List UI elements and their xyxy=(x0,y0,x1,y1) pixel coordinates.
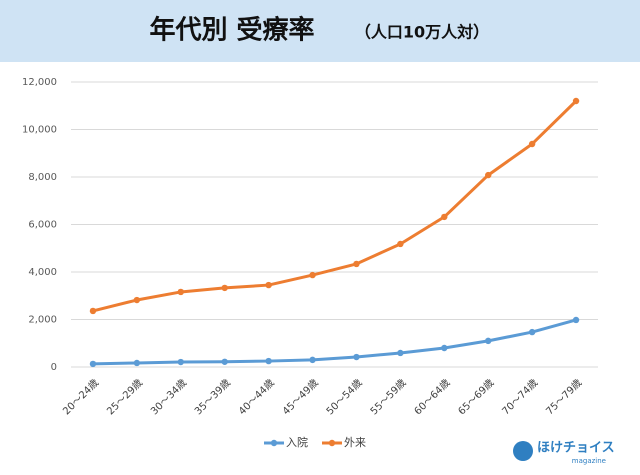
data-point xyxy=(309,356,316,364)
x-tick-label: 60～64歳 xyxy=(412,377,453,418)
series-line xyxy=(92,99,578,313)
data-point xyxy=(309,271,316,279)
legend-marker xyxy=(328,439,336,447)
x-tick-label: 50～54歳 xyxy=(324,377,365,418)
legend-marker xyxy=(270,439,278,447)
data-point xyxy=(528,328,536,336)
data-point xyxy=(441,213,448,221)
data-point xyxy=(441,344,448,352)
y-tick-label: 8,000 xyxy=(28,172,57,183)
data-point xyxy=(485,171,492,179)
y-tick-label: 12,000 xyxy=(22,77,57,88)
series-line xyxy=(92,318,577,366)
data-point xyxy=(89,360,97,368)
data-point xyxy=(265,357,272,365)
x-tick-label: 65～69歳 xyxy=(456,377,497,418)
x-tick-label: 30～34歳 xyxy=(148,377,189,418)
chart-subtitle: （人口10万人対） xyxy=(355,23,489,42)
x-tick-label: 20～24歳 xyxy=(61,377,102,418)
logo-sub: magazine xyxy=(572,457,606,465)
data-point xyxy=(397,349,404,357)
x-tick-label: 55～59歳 xyxy=(368,377,409,418)
y-tick-label: 0 xyxy=(51,362,57,373)
y-tick-label: 6,000 xyxy=(28,220,57,231)
data-point xyxy=(221,284,228,292)
x-tick-label: 25～29歳 xyxy=(104,377,145,418)
data-point xyxy=(89,307,97,315)
x-tick-label: 40～44歳 xyxy=(236,377,277,418)
logo-name: ほけチョイス xyxy=(537,441,615,456)
data-point xyxy=(133,296,141,304)
y-tick-label: 10,000 xyxy=(22,125,57,136)
data-point xyxy=(265,281,272,289)
x-tick-label: 45～49歳 xyxy=(280,377,321,418)
data-point xyxy=(133,359,141,367)
y-tick-label: 2,000 xyxy=(28,315,57,326)
title-banner xyxy=(0,0,640,62)
logo: ほけチョイス magazine xyxy=(513,441,615,465)
data-point xyxy=(221,358,228,365)
data-point xyxy=(353,260,360,268)
legend-label: 外来 xyxy=(344,436,366,449)
data-point xyxy=(572,316,580,324)
data-point xyxy=(177,288,184,296)
x-tick-label: 35～39歳 xyxy=(192,377,233,418)
data-point xyxy=(485,337,492,345)
data-point xyxy=(353,353,360,361)
y-tick-label: 4,000 xyxy=(28,267,57,278)
x-tick-label: 70～74歳 xyxy=(500,377,541,418)
legend-label: 入院 xyxy=(286,435,308,449)
chart-title: 年代別 受療率 xyxy=(149,15,314,46)
x-tick-label: 75～79歳 xyxy=(544,377,585,418)
data-point xyxy=(397,240,404,248)
data-point xyxy=(572,97,580,105)
logo-icon xyxy=(513,441,533,461)
data-point xyxy=(528,140,536,148)
data-point xyxy=(177,358,184,366)
